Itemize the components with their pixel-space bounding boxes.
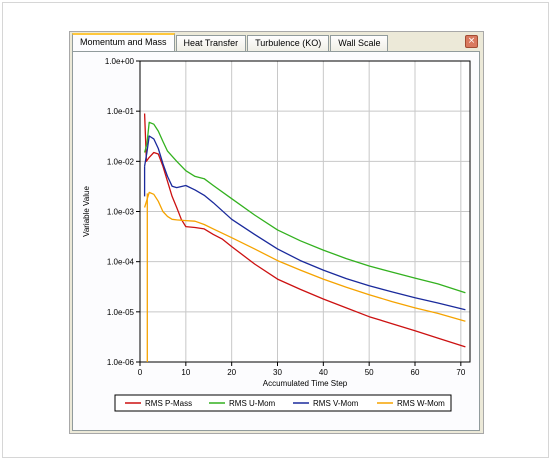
legend-box bbox=[114, 394, 452, 412]
tab-bar: Momentum and Mass Heat Transfer Turbulen… bbox=[72, 33, 389, 52]
y-tick-label: 1.0e+00 bbox=[105, 57, 135, 66]
series-line-rms-w-mom bbox=[143, 191, 466, 322]
plot-border bbox=[139, 60, 471, 363]
y-axis-title: Variable Value bbox=[82, 186, 91, 237]
y-tick-label: 1.0e-06 bbox=[107, 358, 135, 367]
x-tick-label: 10 bbox=[181, 368, 190, 377]
x-tick-label: 40 bbox=[319, 368, 328, 377]
residual-chart: 0 10 20 30 40 50 60 70 1.0e+00 1.0e-01 1.0e-02 1.0e… bbox=[82, 57, 471, 412]
x-tick-label: 20 bbox=[227, 368, 236, 377]
legend-label: RMS W-Mom bbox=[397, 399, 445, 408]
y-tick-label: 1.0e-01 bbox=[107, 107, 135, 116]
tab-turbulence[interactable]: Turbulence (KO) bbox=[247, 35, 330, 51]
x-tick-label: 70 bbox=[456, 368, 465, 377]
residuals-panel: Momentum and Mass Heat Transfer Turbulen… bbox=[69, 31, 484, 434]
y-tick-label: 1.0e-04 bbox=[107, 258, 135, 267]
legend-label: RMS P-Mass bbox=[145, 399, 192, 408]
x-tick-label: 30 bbox=[273, 368, 282, 377]
legend-label: RMS U-Mom bbox=[229, 399, 276, 408]
series-line-rms-u-mom bbox=[143, 121, 466, 294]
series-line-rms-v-mom bbox=[143, 135, 466, 311]
series-line-rms-p-mass bbox=[143, 113, 466, 348]
x-tick-label: 50 bbox=[365, 368, 374, 377]
y-tick-label: 1.0e-03 bbox=[107, 208, 135, 217]
chart-area: 0 10 20 30 40 50 60 70 1.0e+00 1.0e-01 1.0e-02 1.0e… bbox=[72, 51, 480, 431]
close-icon[interactable]: × bbox=[465, 35, 478, 48]
tab-wall-scale[interactable]: Wall Scale bbox=[330, 35, 389, 51]
x-tick-label: 0 bbox=[138, 368, 143, 377]
x-axis-title: Accumulated Time Step bbox=[263, 379, 348, 388]
tab-momentum-and-mass[interactable]: Momentum and Mass bbox=[72, 33, 175, 52]
legend-label: RMS V-Mom bbox=[313, 399, 359, 408]
tab-heat-transfer[interactable]: Heat Transfer bbox=[175, 35, 247, 51]
y-tick-label: 1.0e-05 bbox=[107, 308, 135, 317]
y-tick-label: 1.0e-02 bbox=[107, 157, 135, 166]
x-tick-label: 60 bbox=[411, 368, 420, 377]
